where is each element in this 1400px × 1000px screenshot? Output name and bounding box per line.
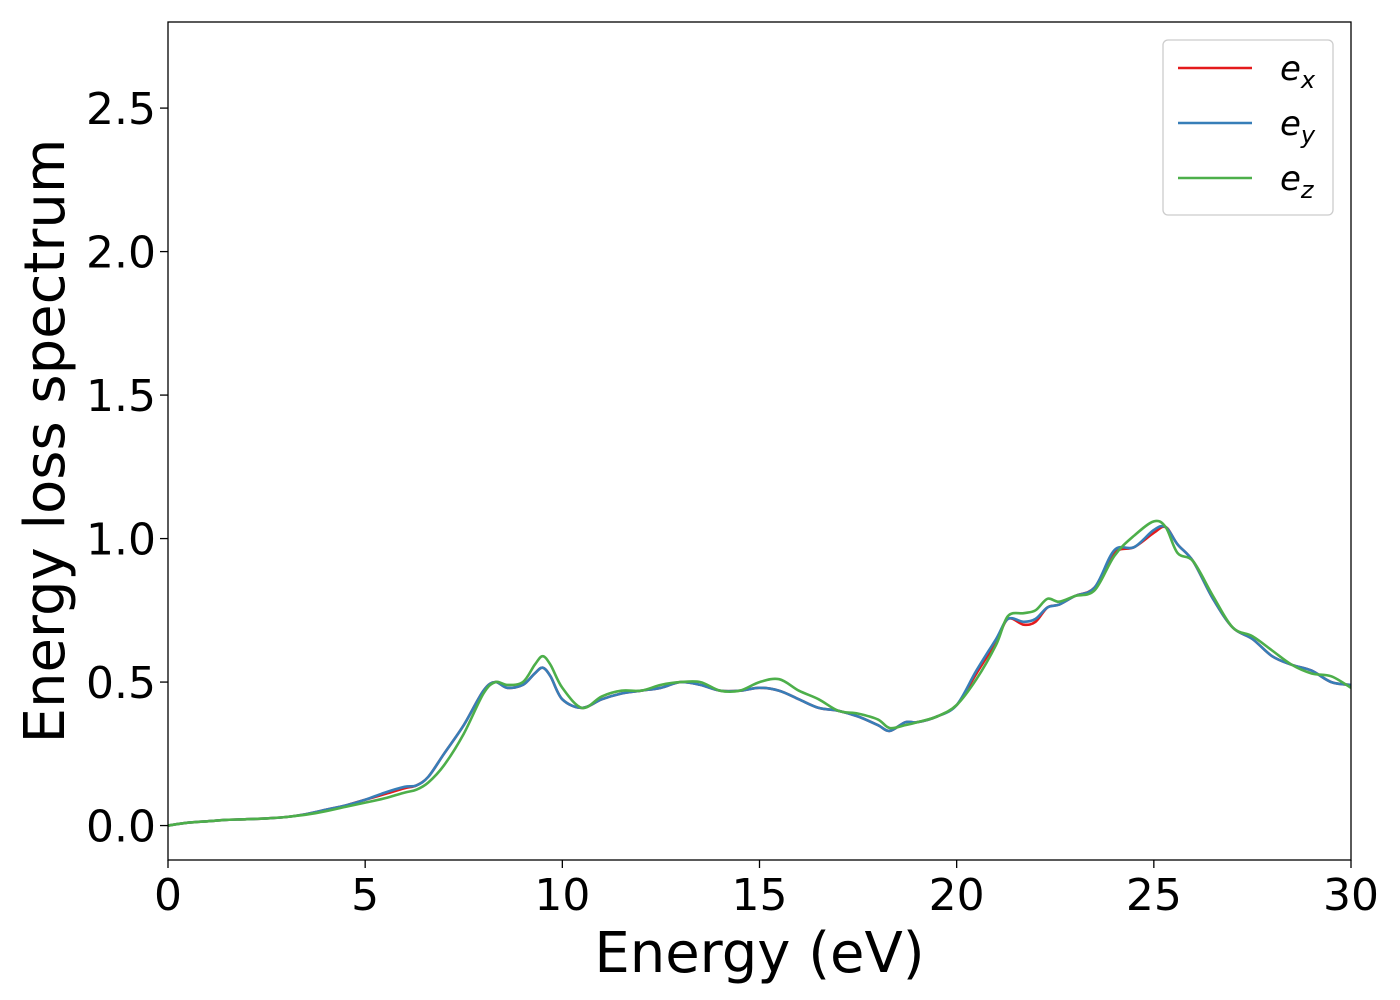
axes: 0 5 10 15 20 25 30 0.0 0.5 1.0 1.5 2.0 2.5 xyxy=(86,21,1379,921)
legend-label-e-x: ex xyxy=(1280,49,1316,94)
y-tick-label: 0.5 xyxy=(86,658,156,709)
legend: ex ey ez xyxy=(1162,39,1334,216)
legend-label-e-y: ey xyxy=(1280,104,1316,149)
y-tick-label: 1.5 xyxy=(86,371,156,422)
y-tick-label: 2.5 xyxy=(86,84,156,135)
series-line-e-x xyxy=(168,525,1351,827)
x-tick-label: 20 xyxy=(929,870,985,921)
plot-area xyxy=(168,519,1351,827)
series-lines xyxy=(168,519,1351,827)
x-tick-label: 30 xyxy=(1323,870,1379,921)
x-tick-label: 25 xyxy=(1126,870,1182,921)
x-axis-label: Energy (eV) xyxy=(594,921,924,986)
legend-box xyxy=(1162,39,1334,216)
y-tick-label: 1.0 xyxy=(86,515,156,566)
x-tick-label: 0 xyxy=(154,870,182,921)
x-tick-label: 5 xyxy=(351,870,379,921)
y-axis-label: Energy loss spectrum xyxy=(13,139,78,744)
y-tick-label: 2.0 xyxy=(86,228,156,279)
legend-label-e-z: ez xyxy=(1280,159,1315,204)
y-tick-label: 0.0 xyxy=(86,802,156,853)
x-tick-label: 10 xyxy=(534,870,590,921)
x-tick-label: 15 xyxy=(732,870,788,921)
series-line-e-z xyxy=(168,519,1351,827)
series-line-e-y xyxy=(168,524,1351,827)
